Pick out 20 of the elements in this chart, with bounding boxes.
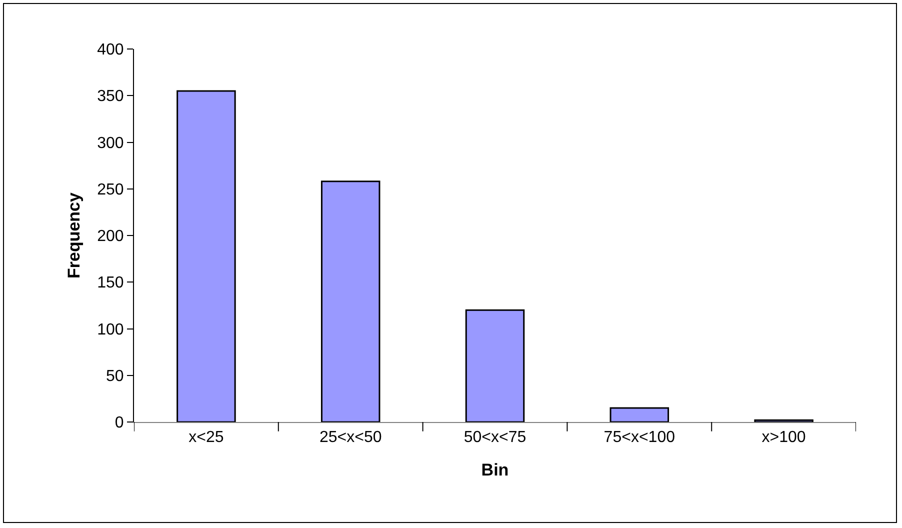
y-tick-label: 150 [97,274,124,292]
y-axis-title: Frequency [64,192,84,278]
bar [465,309,525,422]
y-tick-label: 100 [97,321,124,338]
y-tick-label: 50 [106,368,124,385]
x-tick-label: x>100 [762,429,806,446]
bar [610,407,670,422]
x-axis-title: Bin [481,460,509,480]
y-tick-label: 250 [97,181,124,198]
y-tick-label: 0 [114,414,124,432]
y-tick-label: 400 [97,42,124,59]
x-tick-label: 75<x<100 [604,429,676,446]
y-tick-label: 200 [97,228,124,246]
bar [176,90,236,422]
x-tick-label: x<25 [188,429,224,446]
x-tick-label: 50<x<75 [464,429,526,446]
y-tick-label: 350 [97,88,124,106]
bar [320,180,380,422]
x-tick-label: 25<x<50 [319,429,382,446]
y-tick-label: 300 [97,134,124,152]
